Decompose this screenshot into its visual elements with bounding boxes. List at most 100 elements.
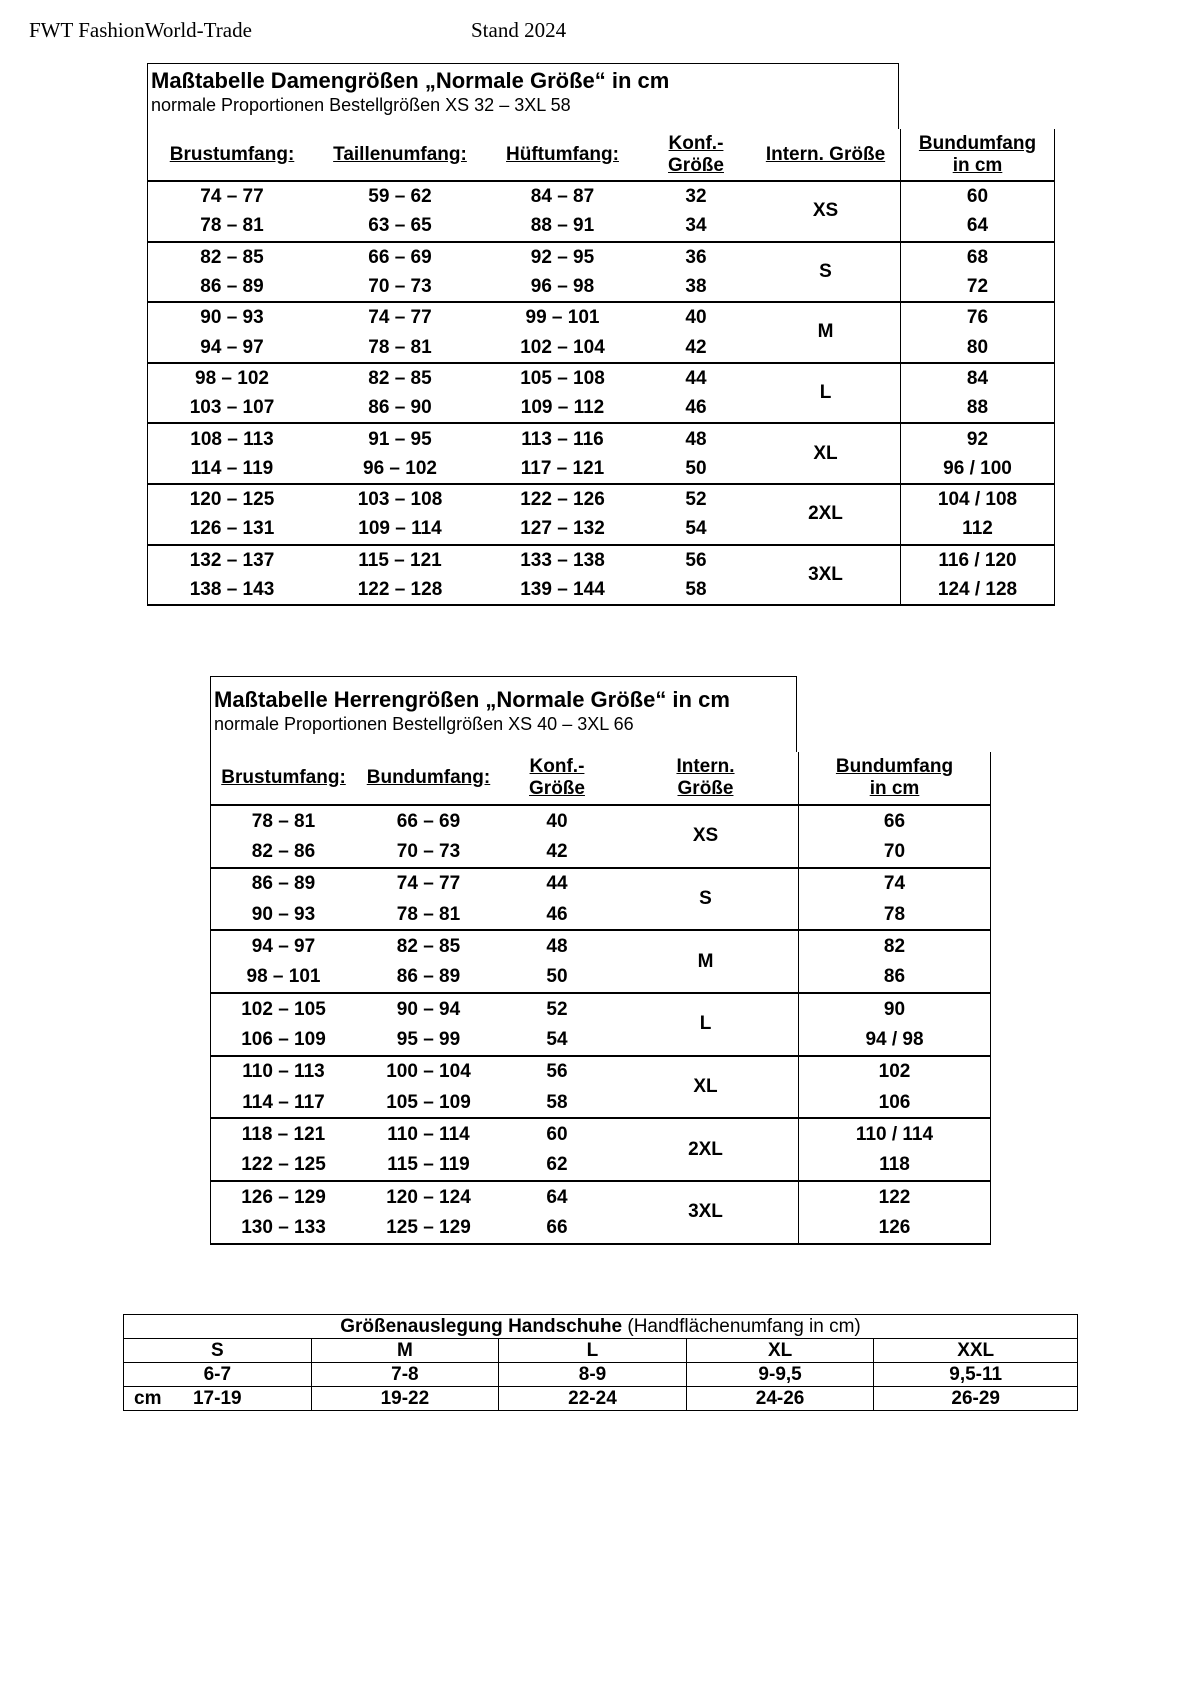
table-cell: 50 [641, 455, 751, 485]
table-cell: 56 [546, 1061, 568, 1083]
table-cell: 82 – 85 [396, 936, 461, 958]
table-cell: 125 – 129 [356, 1213, 501, 1245]
table-cell: 96 – 102 [316, 455, 484, 485]
intern-size-cell: S [751, 243, 900, 304]
table-cell: 52 [685, 489, 707, 511]
table-cell: 90 – 93 [200, 307, 264, 329]
glove-cm-value: 22-24 [568, 1387, 617, 1409]
table-cell: 86 [798, 962, 991, 995]
table-cell: 86 – 89 [356, 963, 501, 995]
table-cell: 74 [798, 868, 991, 901]
table-cell: 122 – 128 [316, 576, 484, 607]
table-cell: 59 – 62 [368, 186, 432, 208]
table-cell: 70 – 73 [316, 273, 484, 304]
women-size-table: Brustumfang: Taillenumfang: Hüftumfang: Kon… [147, 129, 1055, 607]
table-cell: 115 – 119 [356, 1151, 501, 1183]
column-header: Hüftumfang: [484, 129, 641, 182]
table-cell: 63 – 65 [316, 212, 484, 243]
table-cell: 90 – 94 [396, 998, 461, 1020]
column-header-label: Taillenumfang: [333, 143, 467, 165]
table-cell: 98 – 101 [211, 963, 356, 995]
column-header-label: Brustumfang: [221, 767, 346, 788]
column-header-label: Konf.- Größe [668, 132, 724, 176]
table-cell: 114 – 117 [211, 1088, 356, 1120]
column-header-label: Konf.- Größe [529, 756, 585, 799]
table-cell: 104 / 108 [900, 484, 1055, 516]
table-cell: 54 [501, 1025, 613, 1057]
intern-size-cell: M [751, 303, 900, 364]
table-cell: 114 – 119 [148, 455, 316, 485]
table-cell: 50 [501, 963, 613, 995]
column-header: Bundumfang: [356, 752, 501, 806]
table-cell: 78 – 81 [356, 900, 501, 932]
cm-label: cm [134, 1387, 162, 1409]
women-title-box: Maßtabelle Damengrößen „Normale Größe“ i… [147, 63, 899, 129]
women-title: Maßtabelle Damengrößen „Normale Größe“ i… [151, 68, 670, 93]
table-cell: 54 [641, 515, 751, 546]
glove-size-cm: 24-26 [685, 1386, 875, 1411]
table-cell: 109 – 114 [316, 515, 484, 546]
intern-size-cell: XS [751, 182, 900, 243]
table-cell: 58 [641, 576, 751, 607]
intern-size-cell: 3XL [613, 1182, 798, 1245]
table-cell: 124 / 128 [900, 575, 1055, 607]
company-name: FWT FashionWorld-Trade [29, 18, 252, 42]
intern-size-cell: L [751, 364, 900, 425]
table-cell: 76 [900, 303, 1055, 334]
table-cell: 113 – 116 [521, 428, 604, 450]
table-cell: 80 [900, 333, 1055, 364]
table-cell: 82 [798, 931, 991, 963]
table-cell: 120 – 125 [189, 489, 275, 511]
glove-cm-value: 24-26 [755, 1387, 805, 1409]
table-cell: 95 – 99 [356, 1025, 501, 1057]
column-header-label: Hüftumfang: [506, 143, 619, 165]
column-header: Bundumfang in cm [900, 129, 1055, 182]
table-cell: 130 – 133 [211, 1213, 356, 1245]
table-cell: 74 – 77 [368, 307, 432, 329]
table-cell: 115 – 121 [358, 549, 442, 571]
table-cell: 78 – 81 [148, 212, 316, 243]
glove-cm-value: 19-22 [380, 1387, 430, 1409]
table-cell: 38 [641, 273, 751, 304]
table-cell: 109 – 112 [484, 394, 641, 425]
intern-size-cell: 2XL [613, 1119, 798, 1183]
table-cell: 86 – 89 [148, 273, 316, 304]
table-cell: 120 – 124 [386, 1186, 471, 1208]
table-cell: 82 – 85 [368, 367, 432, 389]
table-cell: 94 / 98 [798, 1025, 991, 1057]
column-header: Brustumfang: [148, 129, 316, 182]
table-cell: 94 – 97 [251, 936, 316, 958]
table-cell: 126 – 129 [241, 1186, 326, 1208]
table-cell: 40 [685, 307, 707, 329]
table-cell: 86 – 90 [316, 394, 484, 425]
intern-size-cell: XL [751, 424, 900, 485]
glove-size-number: 6-7 [123, 1362, 312, 1387]
glove-size-header: L [498, 1338, 687, 1363]
table-cell: 92 [900, 424, 1055, 455]
table-cell: 94 – 97 [148, 333, 316, 364]
gloves-title-bold: Größenauslegung Handschuhe [340, 1315, 623, 1337]
table-cell: 72 [900, 272, 1055, 304]
column-header: Brustumfang: [211, 752, 356, 806]
table-cell: 34 [641, 212, 751, 243]
intern-size-cell: S [613, 869, 798, 932]
table-cell: 118 [798, 1150, 991, 1183]
table-cell: 138 – 143 [148, 576, 316, 607]
intern-size-cell: XL [613, 1057, 798, 1120]
table-cell: 96 / 100 [900, 454, 1055, 485]
column-header: Taillenumfang: [316, 129, 484, 182]
table-cell: 102 – 104 [484, 333, 641, 364]
table-cell: 78 – 81 [316, 333, 484, 364]
column-header: Konf.- Größe [641, 129, 751, 182]
table-cell: 48 [546, 936, 568, 958]
table-cell: 98 – 102 [195, 367, 269, 389]
men-title-box: Maßtabelle Herrengrößen „Normale Größe“ … [210, 676, 797, 752]
table-cell: 126 – 131 [148, 515, 316, 546]
stand-date: Stand 2024 [471, 18, 567, 42]
table-cell: 66 [501, 1213, 613, 1245]
gloves-title: Größenauslegung Handschuhe (Handflächenu… [123, 1314, 1078, 1339]
column-header-label: Bundumfang in cm [835, 756, 954, 799]
table-cell: 70 [798, 837, 991, 869]
column-header: Intern. Größe [613, 752, 798, 806]
gloves-title-note: (Handflächenumfang in cm) [622, 1315, 861, 1337]
